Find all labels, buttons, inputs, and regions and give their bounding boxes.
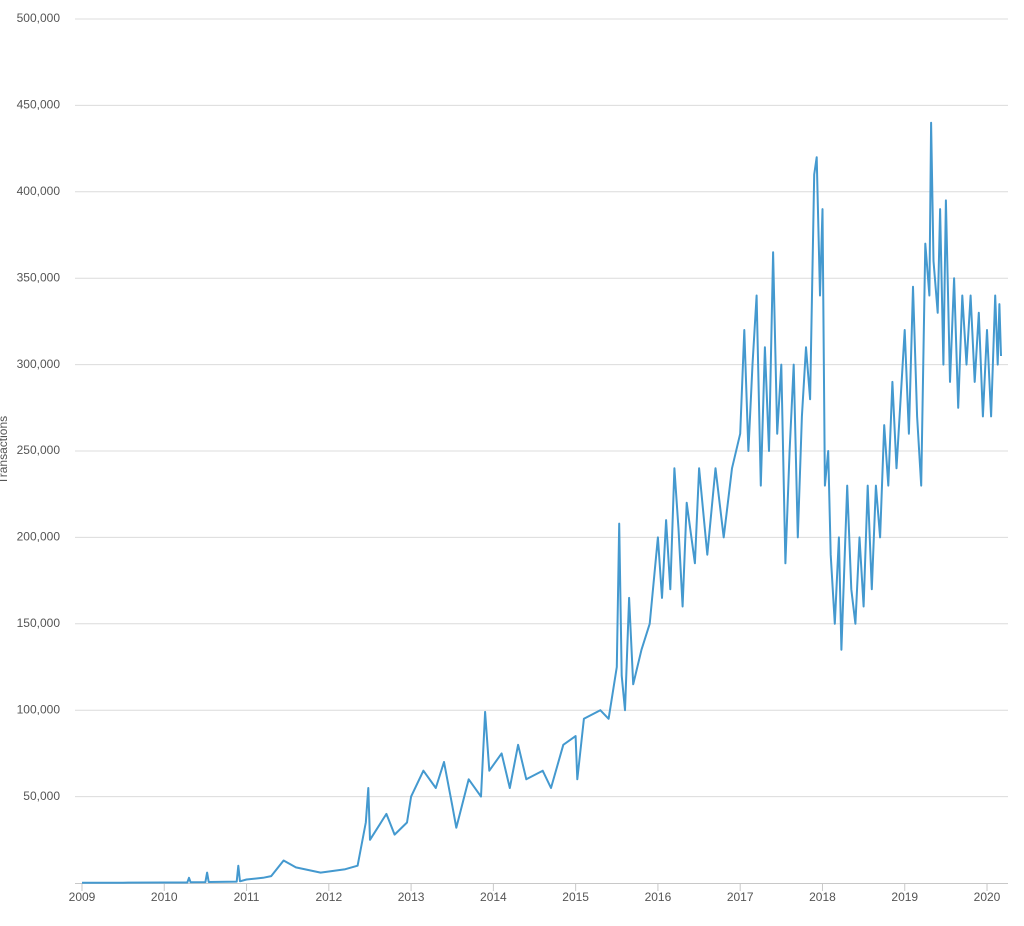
y-tick-label: 250,000: [17, 443, 61, 457]
y-tick-label: 500,000: [17, 11, 61, 25]
y-tick-label: 400,000: [17, 184, 61, 198]
y-tick-label: 150,000: [17, 616, 61, 630]
x-tick-label: 2019: [891, 890, 918, 904]
x-tick-label: 2011: [234, 890, 260, 904]
y-tick-label: 350,000: [17, 270, 61, 284]
data-line: [81, 121, 1002, 884]
y-tick-label: 300,000: [17, 357, 61, 371]
y-tick-label: 450,000: [17, 98, 61, 112]
x-tick-label: 2015: [562, 890, 589, 904]
x-tick-label: 2020: [974, 890, 1001, 904]
y-tick-label: 50,000: [23, 789, 60, 803]
x-tick-label: 2012: [315, 890, 342, 904]
x-tick-label: 2017: [727, 890, 754, 904]
x-tick-label: 2014: [480, 890, 507, 904]
x-tick-label: 2010: [151, 890, 178, 904]
x-tick-label: 2016: [645, 890, 672, 904]
y-tick-label: 200,000: [17, 530, 61, 544]
x-tick-label: 2013: [398, 890, 425, 904]
x-tick-label: 2009: [69, 890, 96, 904]
y-axis-label: Transactions: [0, 416, 10, 484]
x-tick-label: 2018: [809, 890, 836, 904]
y-tick-label: 100,000: [17, 702, 61, 716]
